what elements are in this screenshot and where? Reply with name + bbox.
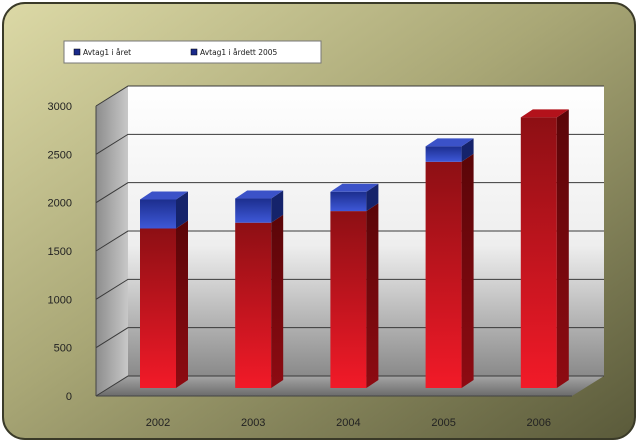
gridline <box>95 133 604 155</box>
bar-2003-series-2 <box>235 198 272 223</box>
x-axis-ticks: 2002 2003 2004 2005 2006 <box>146 417 551 429</box>
y-tick-label: 2500 <box>48 149 72 161</box>
y-tick-label: 3000 <box>48 101 72 113</box>
bar-top-2004 <box>330 183 379 192</box>
bar-top-2005 <box>425 138 474 147</box>
bar-top-2002 <box>140 191 188 200</box>
bar-side-2005-series-2 <box>461 138 474 162</box>
y-tick-label: 1000 <box>48 294 72 306</box>
y-tick-label: 1500 <box>48 246 72 258</box>
bar-side-2004-series-1 <box>366 203 379 388</box>
bar-2004-series-2 <box>330 191 367 212</box>
bar-2006-series-1 <box>520 117 557 388</box>
x-tick-label: 2002 <box>146 417 170 429</box>
bars <box>140 109 569 388</box>
bar-side-2003-series-2 <box>271 190 284 223</box>
x-tick-label: 2004 <box>336 417 360 429</box>
legend-swatch-series-1 <box>73 48 81 56</box>
bar-side-2002-series-1 <box>176 220 188 388</box>
y-tick-label: 0 <box>66 391 72 403</box>
bar-side-2002-series-2 <box>176 191 188 229</box>
y-axis-ticks: 0 500 1000 1500 2000 2500 3000 <box>48 101 72 403</box>
bar-top-2003 <box>235 190 284 199</box>
y-tick-label: 2000 <box>48 198 72 210</box>
legend-label-series-2: Avtag1 i årdett 2005 <box>200 48 278 57</box>
x-tick-label: 2005 <box>431 417 455 429</box>
bar-2005-series-2 <box>425 146 462 162</box>
bar-side-2003-series-1 <box>271 214 284 388</box>
bar-top-2006 <box>520 109 569 118</box>
bar-side-2004-series-2 <box>366 183 379 212</box>
gridline <box>95 85 604 107</box>
bar-2004-series-1 <box>330 211 367 388</box>
bar-2005-series-1 <box>425 161 462 388</box>
bar-2002-series-1 <box>140 228 176 388</box>
x-tick-label: 2006 <box>527 417 551 429</box>
legend-label-series-1: Avtag1 i året <box>83 48 131 57</box>
bar-side-2006-series-1 <box>556 109 569 388</box>
y-tick-label: 500 <box>54 343 72 355</box>
bar-side-2005-series-1 <box>461 153 474 388</box>
legend-swatch-series-2 <box>190 48 198 56</box>
legend: Avtag1 i året Avtag1 i årdett 2005 <box>63 40 322 64</box>
bar-2003-series-1 <box>235 222 272 388</box>
x-tick-label: 2003 <box>241 417 265 429</box>
bar-2002-series-2 <box>140 199 176 229</box>
